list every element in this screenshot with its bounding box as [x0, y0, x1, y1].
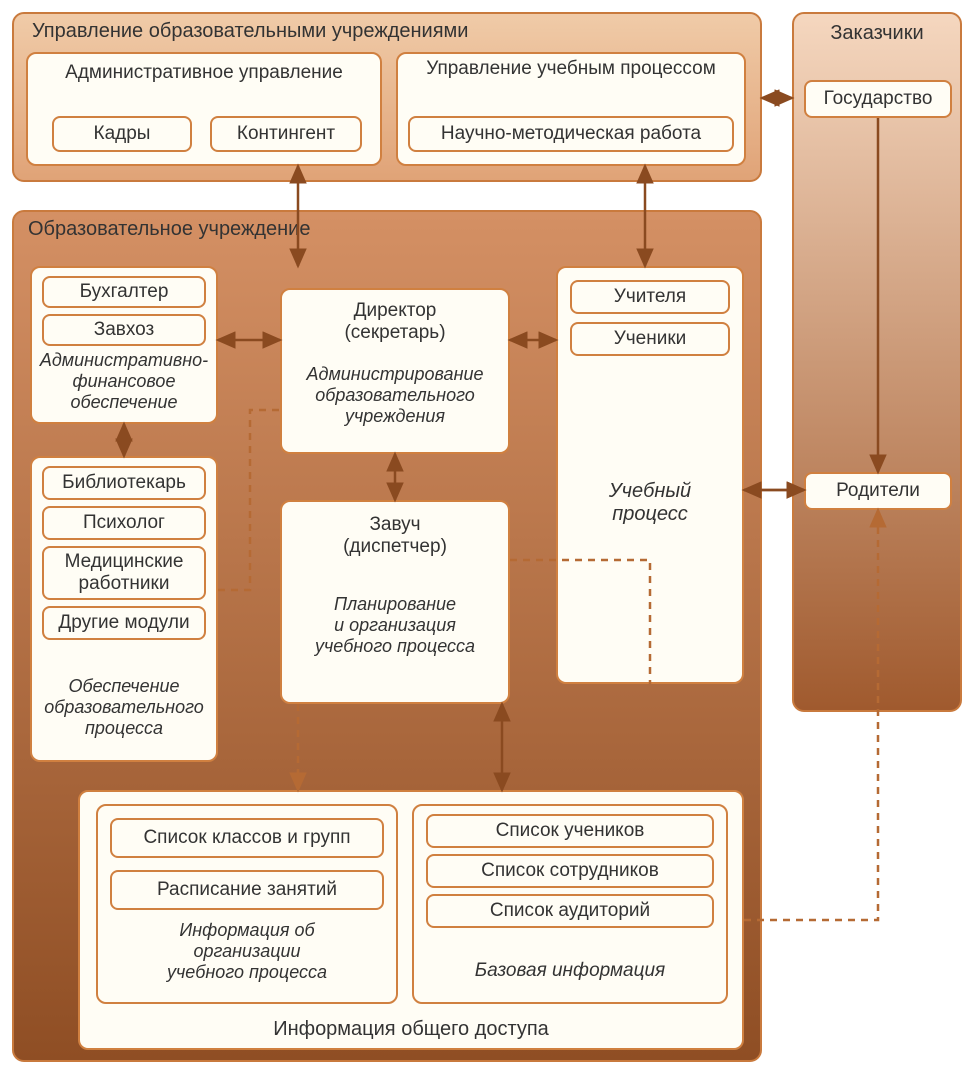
- pill-list-students: Список учеников: [426, 814, 714, 848]
- pill-other: Другие модули: [42, 606, 206, 640]
- sub-uchproc: Учебный процесс: [556, 480, 744, 526]
- pill-kadry: Кадры: [52, 116, 192, 152]
- sub-support: Обеспечение образовательного процесса: [22, 676, 226, 739]
- sub-info-left: Информация об организации учебного проце…: [96, 920, 398, 983]
- card-admin-title: Административное управление: [28, 62, 380, 84]
- pill-list-staff: Список сотрудников: [426, 854, 714, 888]
- pill-classes: Список классов и групп: [110, 818, 384, 858]
- card-info-title: Информация общего доступа: [78, 1018, 744, 1041]
- pill-students: Ученики: [570, 322, 730, 356]
- pill-list-rooms: Список аудиторий: [426, 894, 714, 928]
- sub-info-right: Базовая информация: [412, 960, 728, 982]
- zavuch-title: Завуч (диспетчер): [280, 514, 510, 558]
- pill-teachers: Учителя: [570, 280, 730, 314]
- zavuch-sub: Планирование и организация учебного проц…: [280, 594, 510, 657]
- pill-schedule: Расписание занятий: [110, 870, 384, 910]
- director-sub: Администрирование образовательного учреж…: [280, 364, 510, 427]
- panel-top-title: Управление образовательными учреждениями: [32, 20, 468, 43]
- pill-zavhoz: Завхоз: [42, 314, 206, 346]
- pill-buh: Бухгалтер: [42, 276, 206, 308]
- pill-kontingent: Контингент: [210, 116, 362, 152]
- pill-psy: Психолог: [42, 506, 206, 540]
- sub-adminfin: Административно- финансовое обеспечение: [30, 350, 218, 413]
- pill-state: Государство: [804, 80, 952, 118]
- pill-parents: Родители: [804, 472, 952, 510]
- pill-med: Медицинские работники: [42, 546, 206, 600]
- card-proc-title: Управление учебным процессом: [398, 58, 744, 80]
- director-title: Директор (секретарь): [280, 300, 510, 344]
- pill-lib: Библиотекарь: [42, 466, 206, 500]
- panel-main-title: Образовательное учреждение: [28, 218, 310, 241]
- pill-science: Научно-методическая работа: [408, 116, 734, 152]
- panel-right-title: Заказчики: [794, 22, 960, 45]
